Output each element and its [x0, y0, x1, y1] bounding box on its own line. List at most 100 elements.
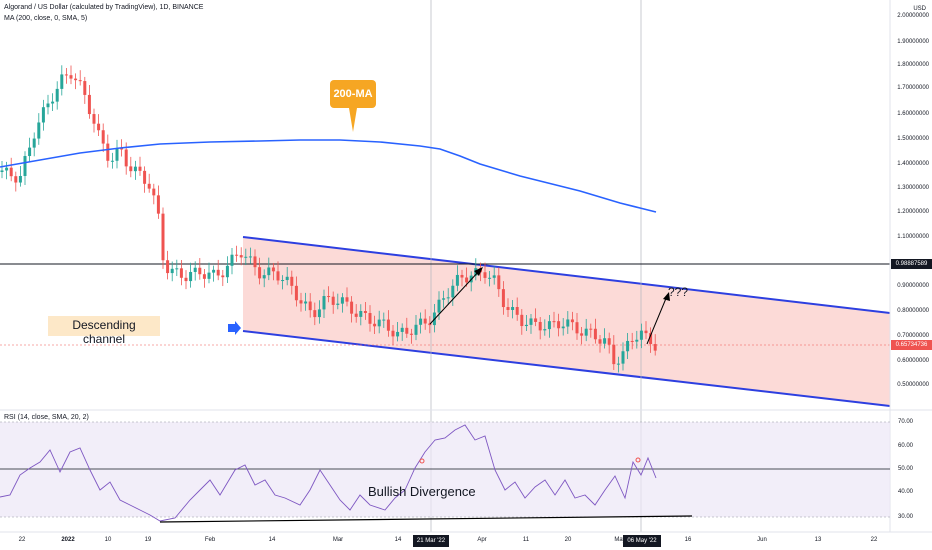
candle-body: [175, 268, 179, 270]
candle-body: [225, 265, 229, 278]
rsi-marker-2: [635, 457, 641, 463]
candle-body: [363, 311, 367, 314]
rsi-indicator-legend[interactable]: RSI (14, close, SMA, 20, 2): [4, 414, 89, 421]
candle-body: [106, 143, 110, 161]
candle-body: [110, 160, 114, 162]
candle-body: [198, 267, 202, 275]
candle-body: [630, 340, 634, 342]
candle-body: [14, 176, 18, 183]
time-tick-label: Feb: [204, 537, 216, 543]
candle-body: [570, 319, 574, 323]
candle-body: [170, 268, 174, 274]
candle-body: [561, 326, 565, 329]
candle-body: [193, 267, 197, 272]
candle-body: [515, 307, 519, 315]
candle-body: [377, 319, 381, 327]
candle-body: [451, 285, 455, 298]
candle-body: [32, 138, 36, 148]
channel-label-box[interactable]: [48, 316, 160, 336]
time-tick-label: 14: [394, 537, 402, 543]
candle-body: [446, 297, 450, 299]
candle-body: [212, 269, 216, 273]
price-tick-label: 2.00000000: [897, 13, 929, 19]
candle-body: [41, 107, 45, 123]
candle-body: [262, 275, 266, 279]
channel-upper-line[interactable]: [242, 236, 891, 314]
candle-body: [524, 324, 528, 327]
candle-body: [239, 255, 243, 258]
candle-body: [304, 301, 308, 304]
candle-body: [124, 149, 128, 167]
price-tick-label: 1.70000000: [897, 85, 929, 91]
candle-body: [248, 256, 252, 258]
ma-callout-pointer: [349, 108, 357, 132]
candle-body: [529, 318, 533, 325]
level-price-tag: 0.98887589: [891, 259, 932, 269]
candle-body: [299, 300, 303, 304]
price-tick-label: 1.80000000: [897, 62, 929, 68]
candle-body: [612, 344, 616, 365]
price-tick-label: 1.60000000: [897, 111, 929, 117]
candle-body: [156, 195, 160, 214]
candle-body: [189, 271, 193, 282]
price-axis[interactable]: USD 2.00000000 1.90000000 1.80000000 1.7000…: [890, 0, 932, 410]
candle-body: [626, 340, 630, 352]
candle-body: [501, 289, 505, 308]
price-tick-label: 1.40000000: [897, 161, 929, 167]
candle-body: [92, 114, 96, 124]
arrow-right-icon: [228, 321, 241, 335]
candle-body: [138, 166, 142, 171]
trend-arrow-1[interactable]: [429, 269, 481, 325]
rsi-tick-label: 40.00: [898, 489, 914, 495]
time-tick-label: 13: [814, 537, 822, 543]
divergence-line[interactable]: [159, 515, 693, 523]
ma-indicator-legend[interactable]: MA (200, close, 0, SMA, 5): [4, 15, 88, 22]
candle-body: [83, 81, 87, 95]
ma-callout-box[interactable]: [330, 80, 376, 108]
time-tick-label: 22: [18, 537, 26, 543]
candle-body: [179, 268, 183, 278]
candle-body: [543, 329, 547, 331]
rsi-line[interactable]: [0, 424, 657, 522]
ma-200-line[interactable]: [0, 139, 657, 213]
time-tick-label: 19: [144, 537, 152, 543]
candle-body: [653, 344, 657, 351]
time-tick-label: 2022: [61, 537, 75, 543]
candle-body: [133, 166, 137, 172]
candle-body: [400, 327, 404, 332]
candle-body: [566, 319, 570, 327]
rsi-tick-label: 60.00: [898, 443, 914, 449]
rsi-axis[interactable]: 70.00 60.00 50.00 40.00 30.00: [890, 410, 932, 532]
time-axis[interactable]: 22 2022 10 19 Feb 14 Mar 14 Apr 11 20 May 16 Jun 13 22: [0, 532, 890, 550]
candle-body: [616, 363, 620, 365]
arrow-head-1-icon: [474, 267, 483, 276]
candle-body: [331, 296, 335, 305]
candle-body: [488, 277, 492, 279]
candle-body: [538, 321, 542, 331]
candle-body: [23, 156, 27, 176]
candle-body: [9, 167, 13, 177]
candle-body: [589, 328, 593, 330]
chart-title[interactable]: Algorand / US Dollar (calculated by Trad…: [4, 4, 204, 11]
candle-body: [271, 267, 275, 272]
time-cursor-label-2: 06 May '22: [623, 535, 661, 547]
candle-body: [327, 296, 331, 298]
channel-lower-line[interactable]: [242, 330, 891, 407]
candle-body: [607, 338, 611, 345]
candle-body: [409, 333, 413, 335]
candle-body: [419, 318, 423, 325]
ma-callout-text: 200-MA: [333, 88, 373, 100]
candle-body: [405, 327, 409, 334]
rsi-tick-label: 50.00: [898, 466, 914, 472]
candle-body: [120, 148, 124, 150]
candle-body: [580, 333, 584, 336]
candle-body: [593, 328, 597, 340]
candle-body: [55, 88, 59, 102]
time-tick-label: May: [614, 537, 626, 543]
candle-body: [336, 303, 340, 305]
trend-arrow-2[interactable]: [646, 295, 668, 345]
time-tick-label: Apr: [477, 537, 487, 543]
candle-body: [74, 78, 78, 81]
candle-body: [202, 274, 206, 279]
